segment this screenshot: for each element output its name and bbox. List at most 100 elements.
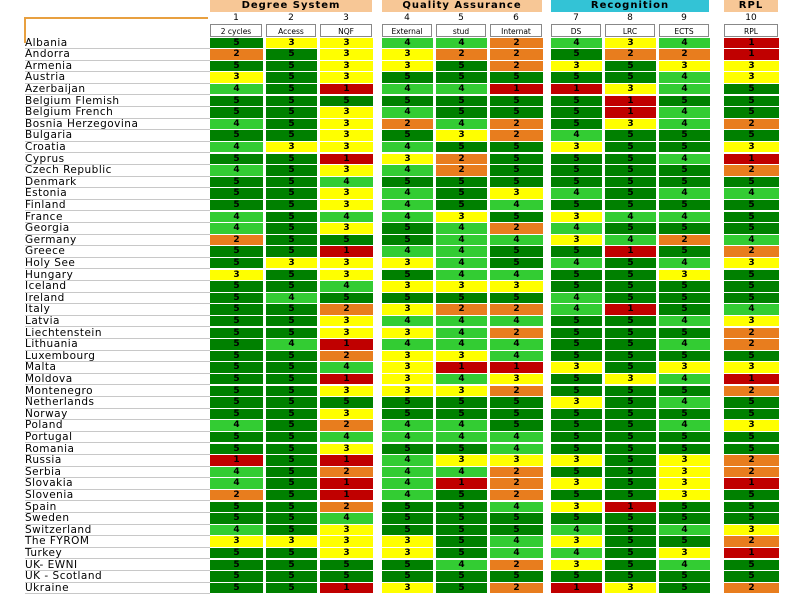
score-cell: 5 [382,95,434,108]
score-cell: 5 [436,443,488,456]
score-cell: 5 [210,547,264,560]
score-cell: 5 [724,489,780,502]
score-cell: 3 [659,269,711,282]
column-number: 4 [382,13,432,24]
country-label: UK - Scotland [25,570,210,583]
score-cell: 5 [605,327,657,340]
country-label: Croatia [25,141,210,154]
score-cell: 5 [320,571,374,583]
score-cell: 5 [605,431,657,444]
score-cell: 5 [490,165,544,177]
score-cell: 2 [210,49,264,61]
column-label: NQF [320,24,372,37]
score-cell: 3 [659,455,711,467]
score-cell: 3 [210,536,264,548]
score-cell: 5 [490,176,544,189]
score-cell: 5 [436,95,488,108]
score-cell: 5 [210,339,264,351]
score-cell: 4 [436,466,488,479]
score-cell: 5 [382,443,434,456]
score-cell: 5 [724,559,780,572]
score-cell: 2 [490,304,544,316]
score-cell: 5 [551,95,603,108]
score-cell: 5 [724,397,780,409]
score-cell: 5 [605,281,657,293]
country-label: Liechtenstein [25,327,210,340]
country-label: Ukraine [25,582,210,595]
score-cell: 5 [266,489,318,502]
score-cell: 5 [436,60,488,73]
score-cell: 5 [490,153,544,166]
score-cell: 3 [605,373,657,386]
score-cell: 3 [320,524,374,537]
score-cell: 4 [382,339,434,351]
score-cell: 5 [210,176,264,189]
score-cell: 4 [210,420,264,432]
score-cell: 1 [436,478,488,490]
score-cell: 5 [210,199,264,212]
score-cell: 5 [724,211,780,224]
country-label: Luxembourg [25,350,210,363]
score-cell: 3 [320,49,374,61]
score-cell: 1 [724,478,780,490]
score-cell: 4 [436,246,488,258]
score-cell: 5 [605,141,657,154]
score-cell: 3 [320,72,374,84]
score-cell: 3 [320,118,374,131]
score-cell: 4 [320,281,374,293]
column-number: 8 [605,13,655,24]
score-cell: 4 [210,478,264,490]
score-cell: 5 [436,501,488,514]
score-cell: 3 [382,327,434,340]
score-cell: 5 [659,176,711,189]
group-separator [547,0,551,600]
score-cell: 5 [551,443,603,456]
score-cell: 5 [266,153,318,166]
country-label: Latvia [25,315,210,328]
score-cell: 4 [382,431,434,444]
score-cell: 2 [210,489,264,502]
score-cell: 5 [436,536,488,548]
score-cell: 5 [724,269,780,282]
score-cell: 5 [266,315,318,328]
score-cell: 1 [320,246,374,258]
score-cell: 5 [210,37,264,50]
score-cell: 2 [436,304,488,316]
score-cell: 2 [320,466,374,479]
score-cell: 3 [320,130,374,142]
score-cell: 5 [490,420,544,432]
score-cell: 4 [436,83,488,96]
score-cell: 5 [724,292,780,305]
score-cell: 4 [436,373,488,386]
score-cell: 3 [551,455,603,467]
score-cell: 5 [266,211,318,224]
score-cell: 1 [490,362,544,374]
score-cell: 5 [659,431,711,444]
country-label: Bosnia Herzegovina [25,118,210,131]
score-cell: 5 [605,269,657,282]
score-cell: 5 [551,571,603,583]
score-cell: 3 [382,257,434,270]
group-separator [720,0,724,600]
column-label: Access [266,24,316,37]
score-cell: 4 [266,292,318,305]
country-label: Serbia [25,466,210,479]
column-label: LRC [605,24,655,37]
score-cell: 5 [605,153,657,166]
country-label: Holy See [25,257,210,270]
score-cell: 5 [659,199,711,212]
score-cell: 3 [490,188,544,200]
score-cell: 3 [551,362,603,374]
score-cell: 4 [659,153,711,166]
score-cell: 3 [320,547,374,560]
score-cell: 3 [551,397,603,409]
score-cell: 3 [436,350,488,363]
country-label: Hungary [25,269,210,282]
score-cell: 4 [382,83,434,96]
score-cell: 1 [724,37,780,50]
score-cell: 5 [266,582,318,595]
score-cell: 5 [659,536,711,548]
score-cell: 3 [382,373,434,386]
score-cell: 1 [605,304,657,316]
country-label: Bulgaria [25,130,210,142]
